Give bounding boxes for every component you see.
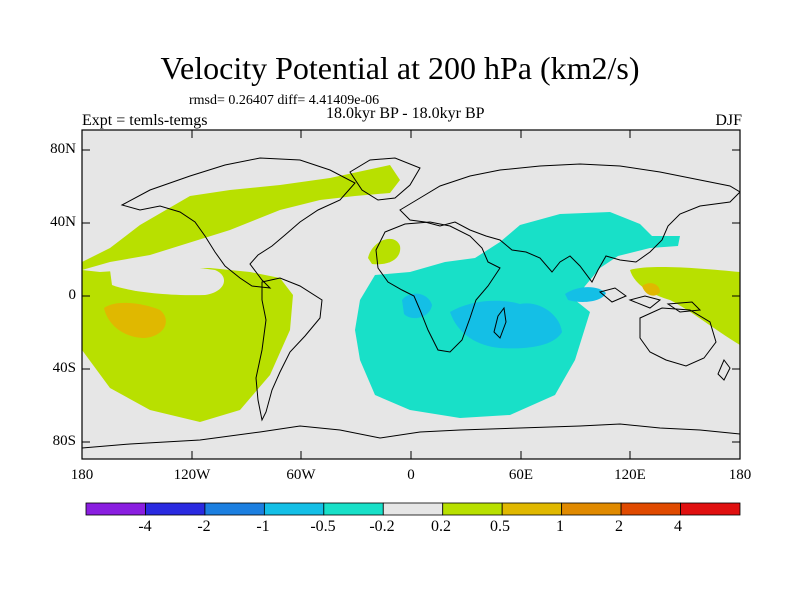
region-atlantic-positive (368, 238, 401, 265)
region-pacific-positive (82, 165, 400, 422)
region-negative-core-indian (450, 300, 562, 349)
lon-label-60e: 60E (508, 467, 534, 483)
colorbar-label: 0.5 (490, 518, 510, 535)
colorbar-box (323, 502, 384, 516)
season-label: DJF (715, 112, 742, 129)
region-positive-core-pacific (104, 302, 166, 338)
region-negative-core-africa (402, 293, 432, 319)
lon-ticks (81, 130, 741, 459)
colorbar-label: -2 (197, 518, 211, 535)
colorbar-box (561, 502, 622, 516)
lon-label-60w: 60W (286, 467, 316, 483)
region-near-zero-north-pacific (110, 263, 225, 296)
lat-label-40s: 40S (52, 360, 76, 376)
lon-label-180e: 180 (728, 467, 752, 483)
colorbar-label: -0.5 (310, 518, 336, 535)
lat-ticks (82, 149, 740, 443)
colorbar-label: 0.2 (431, 518, 451, 535)
coastlines (82, 157, 740, 449)
lat-label-0: 0 (68, 287, 77, 303)
region-negative-core-east (565, 287, 606, 302)
experiment-line: Expt = temls-temgs (82, 112, 208, 129)
colorbar-label: 4 (674, 518, 682, 535)
period-line: 18.0kyr BP - 18.0kyr BP (326, 105, 485, 122)
map-title: Velocity Potential at 200 hPa (km2/s) (160, 50, 640, 86)
colorbar-box (620, 502, 681, 516)
colorbar-label: -1 (256, 518, 270, 535)
colorbar-box (204, 502, 265, 516)
region-positive-core-maritime (642, 283, 660, 296)
colorbar-box (145, 502, 206, 516)
lon-label-0: 0 (407, 467, 415, 483)
lat-label-80s: 80S (52, 433, 76, 449)
colorbar-box (382, 502, 444, 516)
lon-label-120e: 120E (614, 467, 646, 483)
colorbar-box (501, 502, 563, 516)
colorbar-label: 1 (556, 518, 564, 535)
colorbar-label: -0.2 (369, 518, 395, 535)
lon-label-180w: 180 (70, 467, 94, 483)
colorbar-box (442, 502, 503, 516)
stats-line: rmsd= 0.26407 diff= 4.41409e-06 (189, 93, 380, 108)
colorbar-label: 2 (615, 518, 623, 535)
lon-label-120w: 120W (173, 467, 211, 483)
colorbar-box (85, 502, 146, 516)
lat-label-80n: 80N (50, 141, 76, 157)
colorbar (85, 502, 741, 516)
colorbar-box (680, 502, 741, 516)
lat-label-40n: 40N (50, 214, 76, 230)
colorbar-label: -4 (138, 518, 152, 535)
colorbar-box (263, 502, 325, 516)
